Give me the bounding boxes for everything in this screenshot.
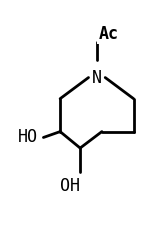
Text: Ac: Ac	[99, 25, 119, 43]
Text: HO: HO	[18, 129, 38, 146]
Text: N: N	[92, 69, 102, 86]
Text: OH: OH	[60, 177, 80, 195]
